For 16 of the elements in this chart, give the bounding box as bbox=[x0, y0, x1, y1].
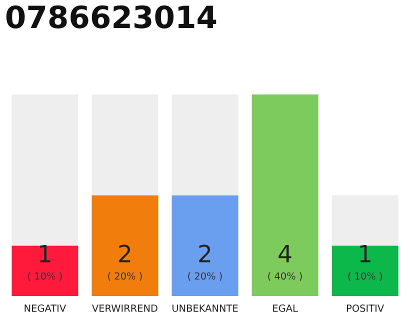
annotation: ( 20% ) bbox=[188, 272, 222, 281]
x-tick-label: UNBEKANNTE bbox=[172, 304, 238, 312]
data-label: 1 bbox=[40, 244, 50, 262]
x-tick-label: VERWIRREND bbox=[92, 304, 158, 312]
x-tick-label: EGAL bbox=[273, 304, 298, 312]
chart-title: 0786623014 bbox=[6, 5, 216, 28]
data-label: 2 bbox=[199, 244, 210, 262]
data-label: 2 bbox=[119, 244, 130, 262]
x-tick-label: POSITIV bbox=[347, 304, 384, 312]
data-label: 1 bbox=[360, 244, 370, 262]
data-label: 4 bbox=[278, 244, 292, 262]
annotation: ( 20% ) bbox=[108, 272, 142, 281]
annotation: ( 10% ) bbox=[28, 272, 62, 281]
x-tick-label: NEGATIV bbox=[24, 304, 66, 312]
annotation: ( 10% ) bbox=[348, 272, 382, 281]
annotation: ( 40% ) bbox=[268, 272, 302, 281]
